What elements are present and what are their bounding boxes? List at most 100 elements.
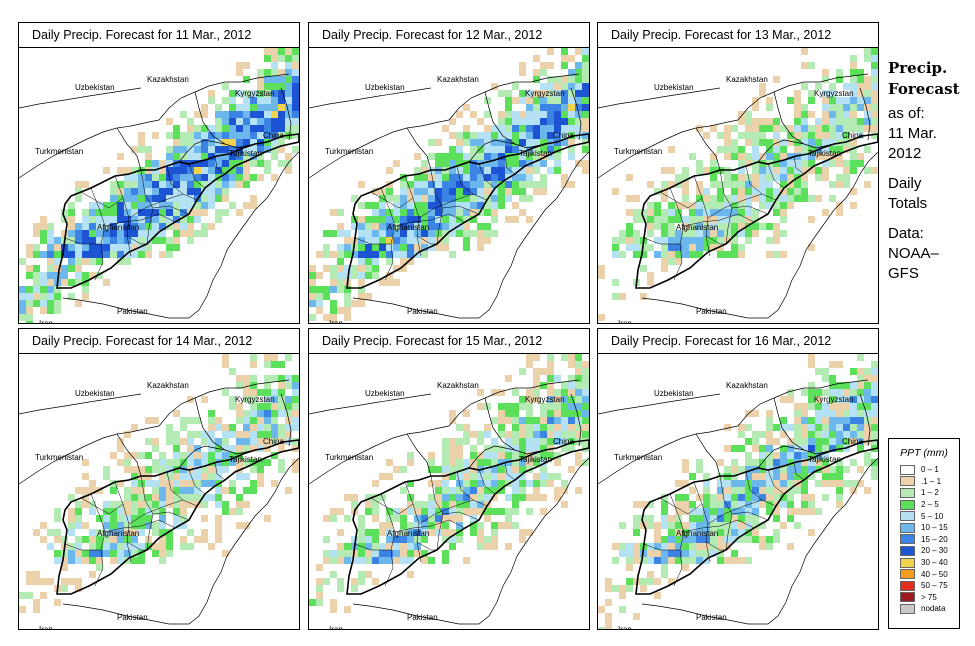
precip-cell bbox=[215, 104, 222, 111]
precip-cell bbox=[222, 146, 229, 153]
precip-cell bbox=[470, 501, 477, 508]
precip-cell bbox=[540, 480, 547, 487]
precip-cell bbox=[33, 286, 40, 293]
precip-cell bbox=[661, 181, 668, 188]
precip-cell bbox=[138, 237, 145, 244]
precip-cell bbox=[682, 230, 689, 237]
precip-cell bbox=[554, 487, 561, 494]
precip-cell bbox=[435, 487, 442, 494]
precip-cell bbox=[752, 459, 759, 466]
country-label-china: China bbox=[553, 131, 574, 140]
precip-cell bbox=[365, 529, 372, 536]
precip-cell bbox=[780, 167, 787, 174]
precip-cell bbox=[470, 202, 477, 209]
precip-cell bbox=[166, 438, 173, 445]
precip-cell bbox=[745, 209, 752, 216]
precip-cell bbox=[26, 307, 33, 314]
precip-cell bbox=[491, 174, 498, 181]
precip-cell bbox=[173, 209, 180, 216]
precip-cell bbox=[505, 132, 512, 139]
precip-cell bbox=[124, 459, 131, 466]
precip-cell bbox=[822, 452, 829, 459]
precip-cell bbox=[477, 431, 484, 438]
precip-cell bbox=[428, 209, 435, 216]
precip-cell bbox=[271, 62, 278, 69]
precip-cell bbox=[463, 132, 470, 139]
precip-cell bbox=[124, 431, 131, 438]
precip-cell bbox=[533, 111, 540, 118]
precip-cell bbox=[222, 209, 229, 216]
precip-cell bbox=[208, 153, 215, 160]
precip-cell bbox=[498, 160, 505, 167]
precip-cell bbox=[278, 139, 285, 146]
precip-cell bbox=[717, 536, 724, 543]
precip-cell bbox=[477, 389, 484, 396]
precip-cell bbox=[745, 459, 752, 466]
province-border bbox=[64, 543, 101, 551]
precip-cell bbox=[696, 536, 703, 543]
precip-cell bbox=[647, 578, 654, 585]
precip-cell bbox=[738, 174, 745, 181]
precip-cell bbox=[271, 431, 278, 438]
precip-cell bbox=[393, 202, 400, 209]
country-label-uzbekistan: Uzbekistan bbox=[75, 389, 115, 398]
precip-cell bbox=[166, 251, 173, 258]
precip-cell bbox=[428, 529, 435, 536]
precip-cell bbox=[491, 487, 498, 494]
precip-cell bbox=[787, 125, 794, 132]
country-border bbox=[62, 151, 299, 319]
precip-cell bbox=[470, 473, 477, 480]
precip-cell bbox=[428, 557, 435, 564]
precip-cell bbox=[222, 459, 229, 466]
precip-cell bbox=[512, 459, 519, 466]
precip-cell bbox=[773, 202, 780, 209]
precip-cell bbox=[103, 237, 110, 244]
precip-cell bbox=[745, 181, 752, 188]
precip-cell bbox=[400, 536, 407, 543]
precip-cell bbox=[477, 118, 484, 125]
precip-cell bbox=[647, 501, 654, 508]
precip-cell bbox=[547, 417, 554, 424]
precip-cell bbox=[822, 146, 829, 153]
precip-cell bbox=[526, 529, 533, 536]
precip-cell bbox=[780, 466, 787, 473]
precip-cell bbox=[257, 466, 264, 473]
precip-cell bbox=[801, 83, 808, 90]
precip-cell bbox=[554, 473, 561, 480]
precip-cell bbox=[379, 251, 386, 258]
forecast-panel-5: Daily Precip. Forecast for 15 Mar., 2012… bbox=[308, 328, 590, 630]
precip-cell bbox=[407, 452, 414, 459]
country-label-afghanistan: Afghanistan bbox=[97, 223, 139, 232]
precip-cell bbox=[780, 160, 787, 167]
precip-cell bbox=[661, 230, 668, 237]
precip-cell bbox=[505, 438, 512, 445]
precip-cell bbox=[582, 410, 589, 417]
precip-cell bbox=[110, 195, 117, 202]
precip-cell bbox=[554, 118, 561, 125]
precip-cell bbox=[257, 473, 264, 480]
precip-cell bbox=[668, 244, 675, 251]
country-border bbox=[468, 139, 516, 163]
precip-cell bbox=[215, 125, 222, 132]
precip-cell bbox=[201, 431, 208, 438]
precip-cell bbox=[365, 543, 372, 550]
precip-cell bbox=[145, 543, 152, 550]
precip-cell bbox=[285, 403, 292, 410]
precip-cell bbox=[428, 452, 435, 459]
precip-cell bbox=[547, 382, 554, 389]
precip-cell bbox=[582, 431, 589, 438]
precip-cell bbox=[344, 543, 351, 550]
precip-cell bbox=[180, 188, 187, 195]
precip-cell bbox=[836, 403, 843, 410]
precip-cell bbox=[407, 459, 414, 466]
precip-cell bbox=[82, 272, 89, 279]
precip-cell bbox=[407, 529, 414, 536]
precip-cell bbox=[379, 543, 386, 550]
precip-cell bbox=[477, 139, 484, 146]
precip-cell bbox=[264, 375, 271, 382]
precip-cell bbox=[801, 132, 808, 139]
precip-cell bbox=[675, 494, 682, 501]
precip-cell bbox=[358, 522, 365, 529]
precip-cell bbox=[682, 244, 689, 251]
afghanistan-border bbox=[346, 439, 589, 595]
